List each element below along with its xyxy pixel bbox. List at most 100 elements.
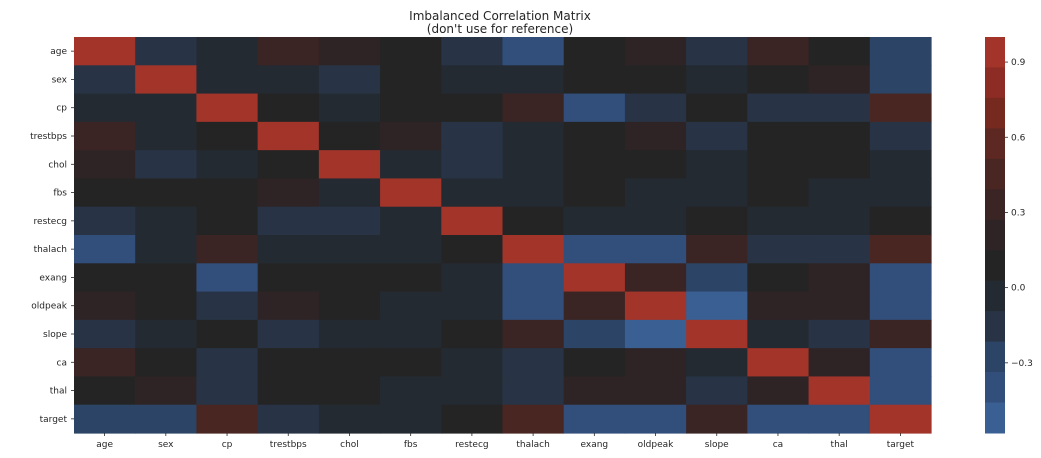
heatmap-cell-restecg-restecg <box>441 206 504 236</box>
heatmap-cell-chol-oldpeak <box>624 150 687 180</box>
heatmap-cell-cp-chol <box>318 93 381 123</box>
heatmap-cell-fbs-restecg <box>441 178 504 208</box>
heatmap-cell-ca-chol <box>318 348 381 378</box>
heatmap-cell-sex-thal <box>808 65 871 95</box>
heatmap-cell-ca-cp <box>196 348 259 378</box>
heatmap-cell-chol-age <box>74 150 136 180</box>
heatmap-cell-cp-restecg <box>441 93 504 123</box>
y-tick-label-exang: exang <box>39 273 67 283</box>
colorbar-segment <box>985 37 1005 68</box>
heatmap-cell-trestbps-thalach <box>502 121 565 151</box>
heatmap-cell-chol-fbs <box>380 150 442 180</box>
x-tick-label-ca: ca <box>773 440 783 450</box>
heatmap-cell-fbs-target <box>869 178 932 208</box>
heatmap-cell-sex-exang <box>563 65 626 95</box>
heatmap-cell-age-thalach <box>502 37 565 66</box>
heatmap-cell-ca-ca <box>747 348 810 378</box>
heatmap-cell-exang-ca <box>747 263 810 293</box>
heatmap-cell-cp-slope <box>686 93 748 123</box>
heatmap-cell-oldpeak-age <box>74 291 136 321</box>
colorbar-segment <box>985 372 1005 404</box>
heatmap-cell-thalach-ca <box>747 235 810 264</box>
heatmap-cell-cp-fbs <box>380 93 442 123</box>
heatmap-cell-exang-restecg <box>441 263 504 293</box>
x-tick-label-thalach: thalach <box>516 440 549 450</box>
heatmap-cell-thal-age <box>74 376 136 406</box>
y-tick-label-thalach: thalach <box>34 245 67 255</box>
heatmap-cell-age-restecg <box>441 37 504 66</box>
heatmap-cell-sex-age <box>74 65 136 95</box>
heatmap-cell-chol-trestbps <box>257 150 320 180</box>
y-tick-label-sex: sex <box>52 75 68 85</box>
x-tick-label-sex: sex <box>158 440 174 450</box>
y-tick-label-cp: cp <box>56 104 67 114</box>
heatmap-cell-oldpeak-slope <box>686 291 748 321</box>
heatmap-cell-exang-chol <box>318 263 381 293</box>
heatmap-cell-age-thal <box>808 37 871 66</box>
heatmap-cell-thal-ca <box>747 376 810 406</box>
heatmap-cell-slope-slope <box>686 319 748 349</box>
heatmap-cell-exang-sex <box>135 263 198 293</box>
heatmap-cell-thal-exang <box>563 376 626 406</box>
heatmap-cell-age-ca <box>747 37 810 66</box>
heatmap-cell-chol-sex <box>135 150 198 180</box>
x-tick-label-exang: exang <box>581 440 609 450</box>
heatmap-cell-sex-ca <box>747 65 810 95</box>
heatmap-cell-thalach-sex <box>135 235 198 264</box>
x-tick-label-trestbps: trestbps <box>270 440 307 450</box>
heatmap-cell-trestbps-exang <box>563 121 626 151</box>
heatmap-cell-slope-thal <box>808 319 871 349</box>
heatmap-cell-slope-fbs <box>380 319 442 349</box>
heatmap-cell-trestbps-slope <box>686 121 748 151</box>
heatmap-cell-oldpeak-cp <box>196 291 259 321</box>
heatmap-cell-oldpeak-exang <box>563 291 626 321</box>
heatmap-cell-thalach-target <box>869 235 932 264</box>
heatmap-cell-oldpeak-thal <box>808 291 871 321</box>
heatmap-cell-thalach-chol <box>318 235 381 264</box>
heatmap-cell-ca-thalach <box>502 348 565 378</box>
heatmap-cell-target-fbs <box>380 404 442 434</box>
heatmap-cell-exang-cp <box>196 263 259 293</box>
heatmap-cell-thalach-exang <box>563 235 626 264</box>
heatmap-cell-restecg-trestbps <box>257 206 320 236</box>
heatmap-cell-exang-fbs <box>380 263 442 293</box>
heatmap-cell-sex-oldpeak <box>624 65 687 95</box>
heatmap-cell-age-slope <box>686 37 748 66</box>
heatmap-cell-thal-slope <box>686 376 748 406</box>
heatmap-cell-cp-thal <box>808 93 871 123</box>
heatmap-cell-target-cp <box>196 404 259 434</box>
heatmap-cell-thalach-fbs <box>380 235 442 264</box>
chart-title: Imbalanced Correlation Matrix <box>409 9 591 23</box>
heatmap-cell-fbs-sex <box>135 178 198 208</box>
heatmap-cell-oldpeak-chol <box>318 291 381 321</box>
heatmap-cell-restecg-chol <box>318 206 381 236</box>
x-tick-label-chol: chol <box>340 440 359 450</box>
heatmap-cell-trestbps-trestbps <box>257 121 320 151</box>
heatmap-cell-slope-oldpeak <box>624 319 687 349</box>
heatmap-cell-fbs-exang <box>563 178 626 208</box>
heatmap-cell-cp-oldpeak <box>624 93 687 123</box>
x-tick-labels: age sex cp trestbps chol fbs restecg thalach exa… <box>96 433 915 450</box>
x-tick-label-fbs: fbs <box>404 440 418 450</box>
heatmap-cell-trestbps-restecg <box>441 121 504 151</box>
heatmap-cell-chol-target <box>869 150 932 180</box>
heatmap-cell-ca-slope <box>686 348 748 378</box>
heatmap-cell-trestbps-cp <box>196 121 259 151</box>
heatmap-cell-target-sex <box>135 404 198 434</box>
x-tick-label-oldpeak: oldpeak <box>638 440 674 450</box>
heatmap-cell-chol-ca <box>747 150 810 180</box>
heatmap-cell-oldpeak-ca <box>747 291 810 321</box>
heatmap-cell-chol-restecg <box>441 150 504 180</box>
heatmap-cell-fbs-chol <box>318 178 381 208</box>
heatmap-cell-target-chol <box>318 404 381 434</box>
heatmap-cell-slope-age <box>74 319 136 349</box>
colorbar-tick-label: 0.3 <box>1011 208 1025 218</box>
x-tick-label-target: target <box>887 440 915 450</box>
heatmap-cell-ca-fbs <box>380 348 442 378</box>
heatmap-cell-slope-restecg <box>441 319 504 349</box>
heatmap-cell-exang-thalach <box>502 263 565 293</box>
heatmap-cell-ca-trestbps <box>257 348 320 378</box>
heatmap-cell-sex-restecg <box>441 65 504 95</box>
heatmap-cell-exang-thal <box>808 263 871 293</box>
